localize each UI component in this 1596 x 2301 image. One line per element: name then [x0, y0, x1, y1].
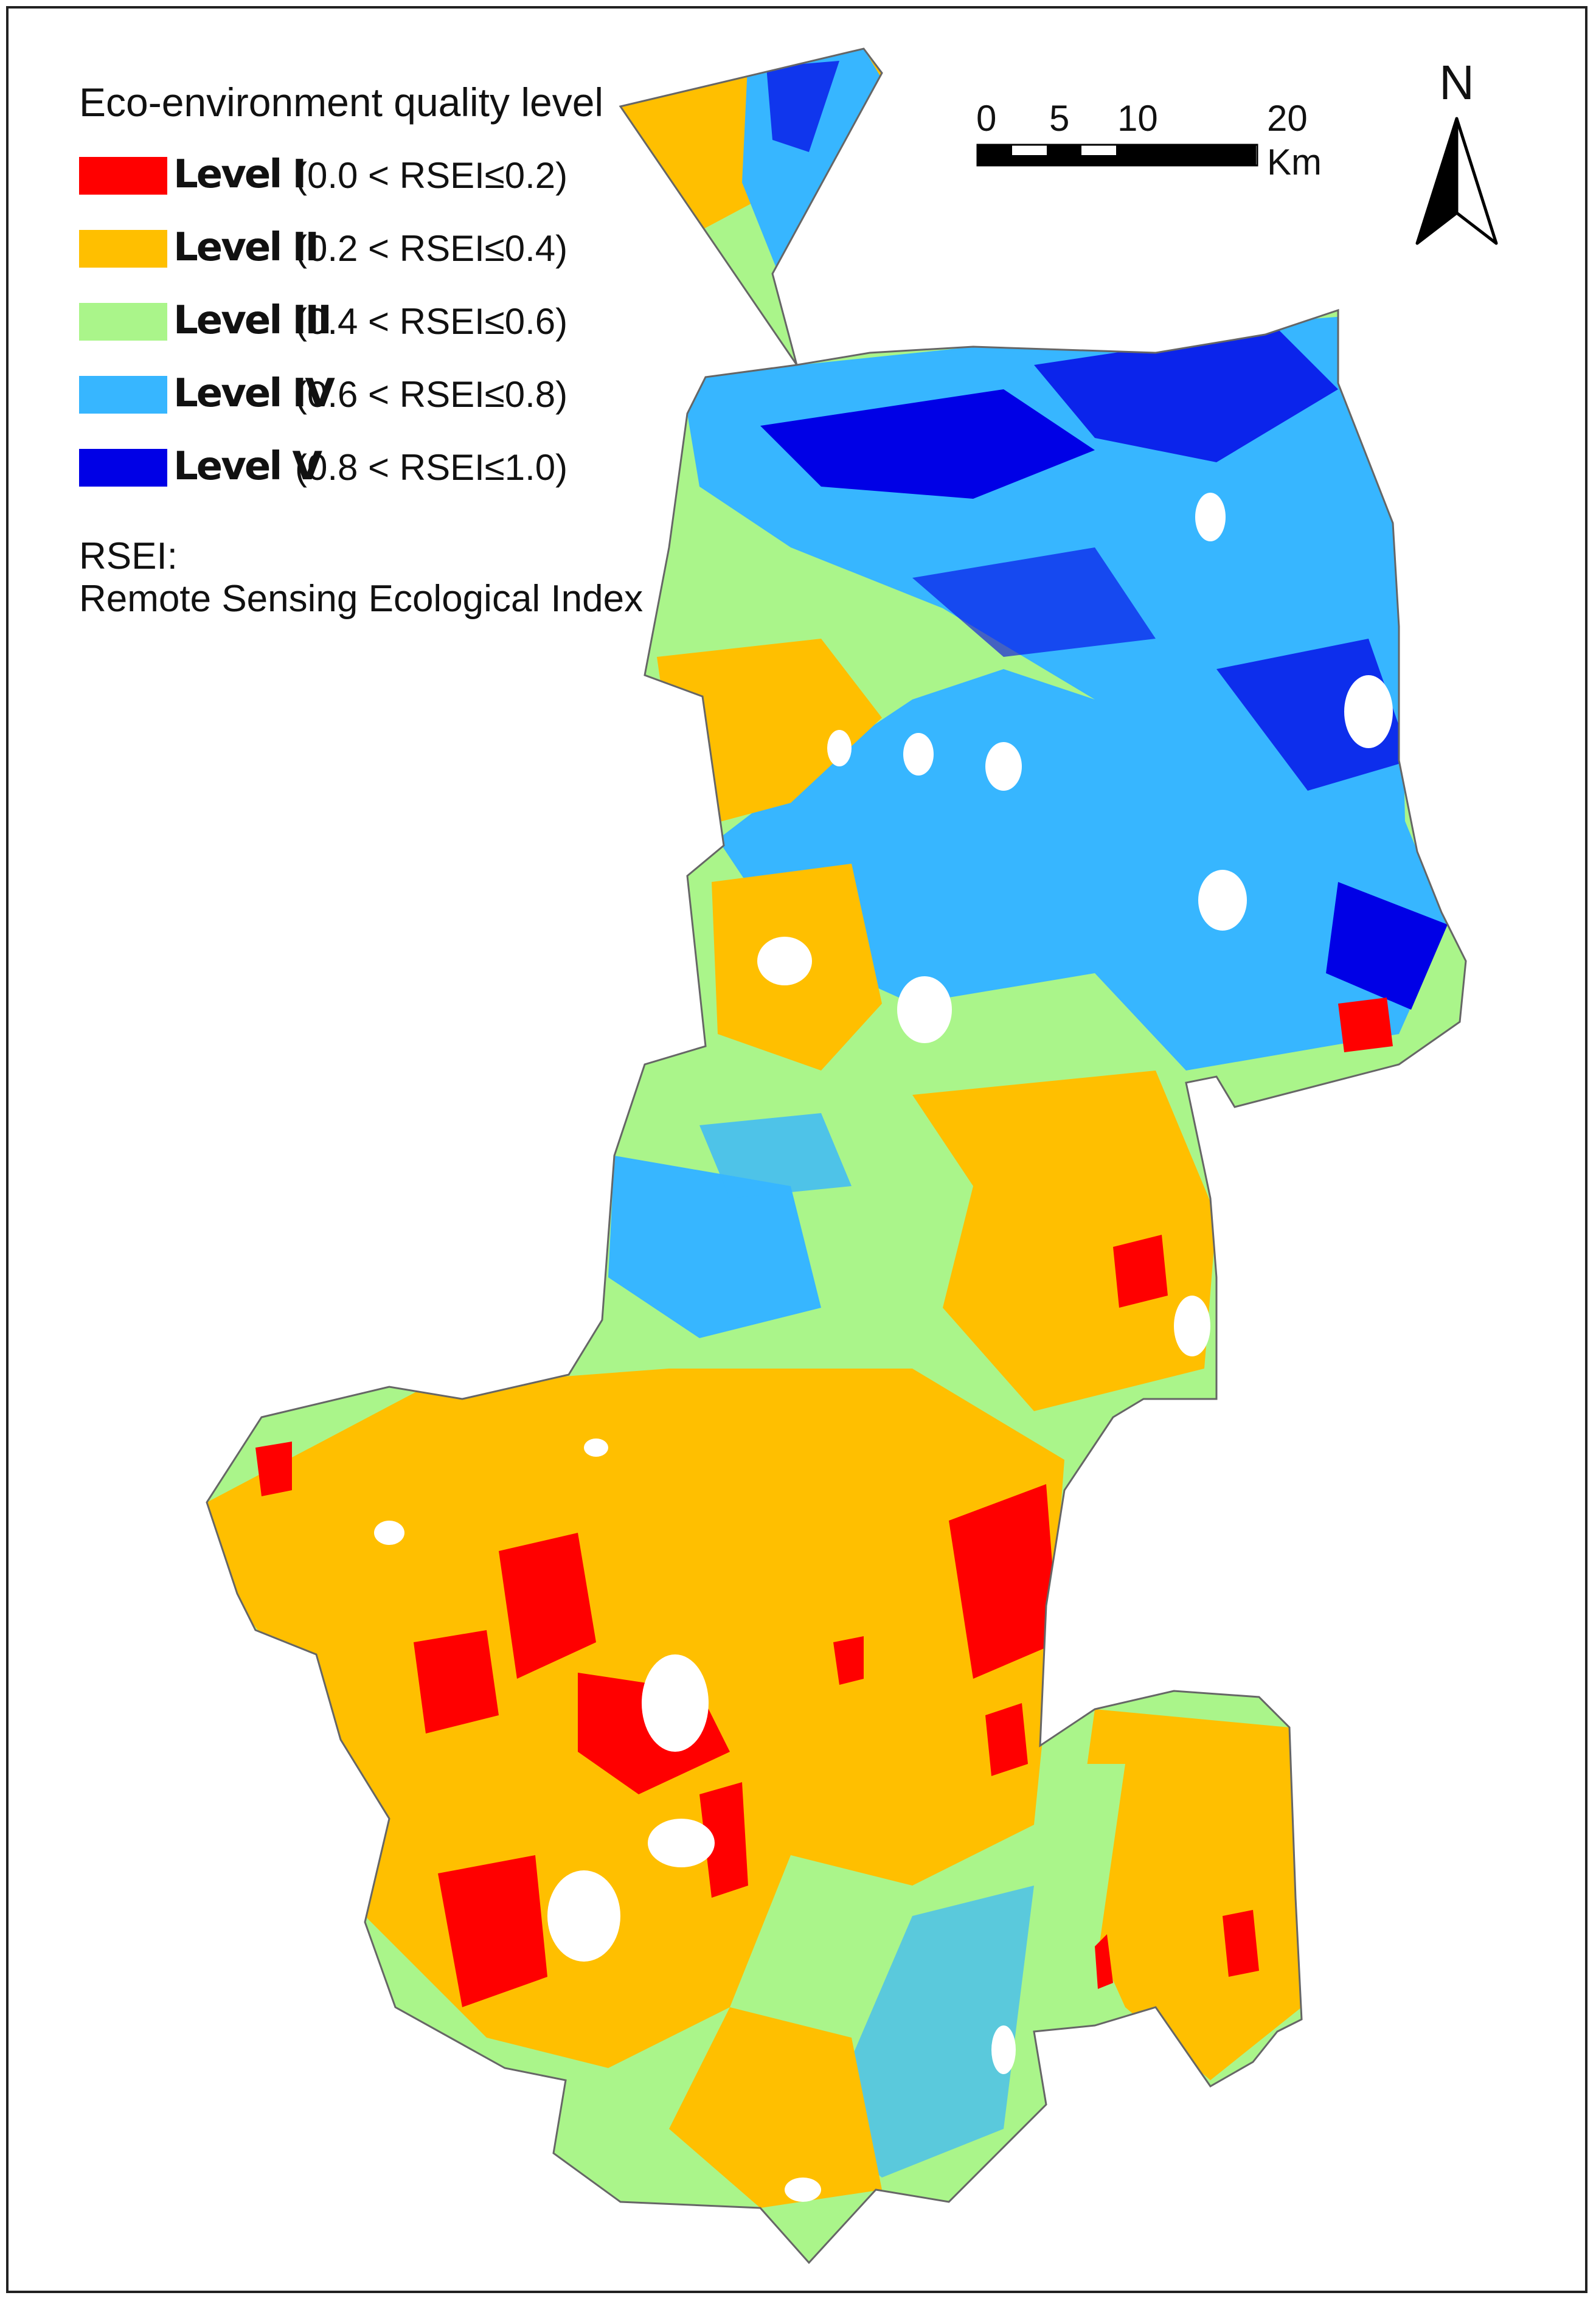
rsei-note-definition: Remote Sensing Ecological Index	[79, 578, 644, 620]
scale-tick-label: 20	[1267, 98, 1308, 139]
rsei-note: RSEI: Remote Sensing Ecological Index	[79, 535, 643, 620]
scale-bar: 0 5 10 20 Km	[976, 97, 1365, 182]
legend-level-range: (0.2 < RSEI≤0.4)	[295, 228, 568, 269]
legend-level-label: Level I	[173, 152, 307, 197]
legend-level-label: Level III	[173, 298, 332, 343]
legend-swatch	[79, 303, 167, 341]
legend-level-range: (0.0 < RSEI≤0.2)	[295, 155, 568, 196]
scale-tick-label: 0	[976, 98, 997, 139]
scale-unit: Km	[1267, 142, 1322, 182]
north-arrow-icon	[1415, 117, 1498, 245]
rsei-note-abbr: RSEI:	[79, 535, 178, 577]
north-arrow: N	[1411, 55, 1502, 249]
legend-swatch	[79, 230, 167, 268]
legend-level-range: (0.6 < RSEI≤0.8)	[295, 374, 568, 415]
legend-level-range: (0.4 < RSEI≤0.6)	[295, 301, 568, 342]
legend-level-label: Level II	[173, 225, 319, 270]
legend-swatch	[79, 376, 167, 414]
scale-tick-label: 5	[1049, 98, 1070, 139]
scale-bar-graphic	[976, 144, 1258, 167]
legend-level-label: Level IV	[173, 371, 335, 416]
legend-swatch	[79, 449, 167, 487]
north-letter: N	[1439, 55, 1474, 109]
legend-level-range: (0.8 < RSEI≤1.0)	[295, 447, 568, 488]
legend-title: Eco-environment quality level	[79, 80, 604, 125]
legend-level-label: Level V	[173, 444, 322, 489]
legend-swatch	[79, 157, 167, 195]
scale-tick-label: 10	[1117, 98, 1158, 139]
